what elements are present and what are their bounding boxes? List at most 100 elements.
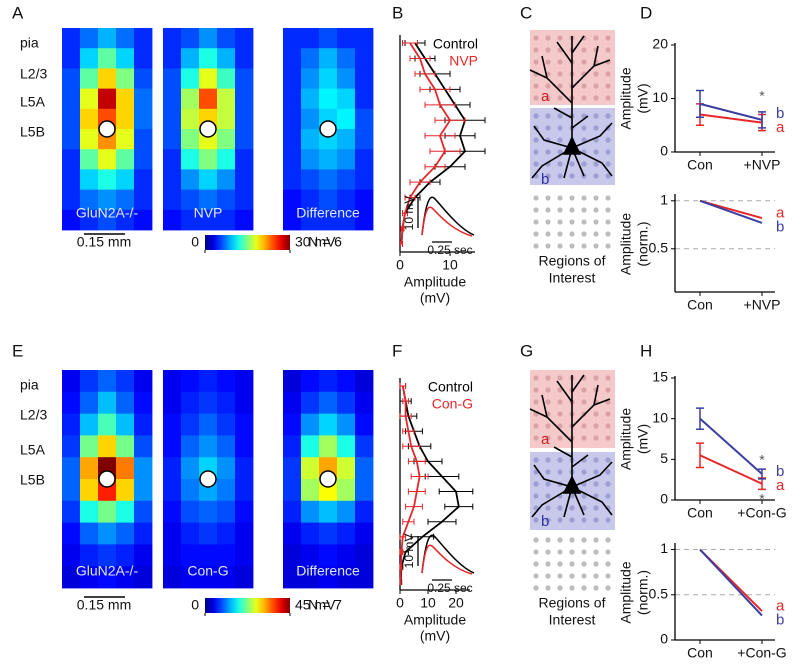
roi-dot bbox=[545, 481, 551, 487]
series-label: a bbox=[776, 597, 785, 614]
roi-dot bbox=[593, 173, 599, 179]
roi-dot bbox=[557, 399, 563, 405]
series-label: b bbox=[776, 611, 784, 628]
heatmap-cell bbox=[355, 88, 374, 110]
x-axis-label: (mV) bbox=[420, 628, 450, 644]
heatmap-cell bbox=[301, 522, 320, 545]
heatmap-cell bbox=[62, 129, 81, 150]
roi-dot bbox=[593, 35, 599, 41]
heatmap-cell bbox=[181, 28, 200, 49]
roi-dot bbox=[545, 585, 551, 591]
heatmap-cell bbox=[181, 169, 200, 190]
roi-dot bbox=[593, 195, 599, 201]
roi-dot bbox=[545, 457, 551, 463]
heatmap-cell bbox=[217, 435, 236, 458]
roi-dot bbox=[605, 173, 611, 179]
heatmap-cell bbox=[134, 457, 153, 480]
roi-dot bbox=[545, 219, 551, 225]
roi-dot bbox=[545, 505, 551, 511]
heatmap-cell bbox=[163, 88, 182, 110]
roi-dot bbox=[557, 537, 563, 543]
heatmap-cell bbox=[163, 149, 182, 170]
roi-dot bbox=[557, 469, 563, 475]
stimulus-marker bbox=[319, 470, 337, 488]
roi-dot bbox=[557, 375, 563, 381]
roi-dot bbox=[557, 411, 563, 417]
roi-dot bbox=[533, 219, 539, 225]
heatmap-cell bbox=[319, 149, 338, 170]
panel-letter: B bbox=[392, 3, 403, 22]
heatmap-cell bbox=[235, 435, 254, 458]
inset-scale-label: 0.25 sec bbox=[427, 581, 472, 595]
heatmap-cell bbox=[80, 413, 99, 436]
series-line bbox=[699, 454, 763, 485]
heatmap-cell bbox=[319, 413, 338, 436]
heatmap-cell bbox=[319, 28, 338, 49]
significance-mark: * bbox=[759, 452, 765, 468]
heatmap-cell bbox=[337, 457, 356, 480]
heatmap-cell bbox=[235, 48, 254, 69]
roi-dot bbox=[605, 481, 611, 487]
heatmap-cell bbox=[217, 413, 236, 436]
heatmap-cell bbox=[355, 457, 374, 480]
y-tick-label: 0 bbox=[660, 143, 668, 159]
legend-entry: Con-G bbox=[432, 396, 473, 412]
heatmap-cell bbox=[80, 169, 99, 190]
roi-dot bbox=[569, 549, 575, 555]
heatmap-cell bbox=[355, 370, 374, 393]
x-axis-label: (mV) bbox=[420, 290, 450, 306]
panel-letter: C bbox=[520, 3, 532, 22]
roi-dot bbox=[605, 149, 611, 155]
inset-scale-bar bbox=[417, 198, 452, 243]
heatmap-cell bbox=[62, 544, 81, 567]
heatmap-cell bbox=[62, 435, 81, 458]
heatmap-cell bbox=[134, 28, 153, 49]
roi-dot bbox=[533, 537, 539, 543]
heatmap-cell bbox=[163, 500, 182, 523]
heatmap-cell bbox=[283, 108, 302, 130]
heatmap-cell bbox=[301, 435, 320, 458]
heatmap-cell bbox=[134, 544, 153, 567]
heatmap-cell bbox=[98, 209, 117, 231]
sample-size: N = 6 bbox=[308, 234, 342, 250]
heatmap-cell bbox=[301, 500, 320, 523]
roi-dot bbox=[569, 231, 575, 237]
heatmap-cell bbox=[235, 413, 254, 436]
heatmap-cell bbox=[80, 28, 99, 49]
roi-dot bbox=[533, 83, 539, 89]
heatmap-cell bbox=[235, 500, 254, 523]
heatmap-cell bbox=[181, 108, 200, 130]
roi-dot bbox=[581, 207, 587, 213]
x-tick-label: 10 bbox=[420, 595, 436, 611]
roi-dot bbox=[545, 231, 551, 237]
roi-dot bbox=[593, 549, 599, 555]
y-tick-label: 0 bbox=[660, 491, 668, 507]
heatmap-cell bbox=[283, 149, 302, 170]
heatmap-cell bbox=[337, 370, 356, 393]
roi-dot bbox=[545, 435, 551, 441]
profile-line bbox=[399, 385, 421, 583]
heatmap-cell bbox=[337, 149, 356, 170]
roi-dot bbox=[533, 493, 539, 499]
roi-dot bbox=[545, 469, 551, 475]
heatmap-cell bbox=[199, 189, 218, 211]
heatmap-cell bbox=[181, 88, 200, 110]
heatmap-cell bbox=[301, 149, 320, 170]
x-tick-label: 0 bbox=[396, 595, 404, 611]
roi-dot bbox=[605, 47, 611, 53]
heatmap-cell bbox=[355, 169, 374, 190]
heatmap-cell bbox=[235, 108, 254, 130]
heatmap-cell bbox=[163, 209, 182, 231]
roi-dot bbox=[593, 113, 599, 119]
heatmap-cell bbox=[199, 169, 218, 190]
inset-scale-label: 10 mV bbox=[402, 196, 416, 231]
roi-dot bbox=[533, 137, 539, 143]
roi-dot bbox=[545, 195, 551, 201]
layer-label: L5A bbox=[20, 442, 46, 458]
heatmap-label: Difference bbox=[296, 563, 360, 579]
y-tick-label: 0.5 bbox=[649, 240, 669, 256]
roi-dot bbox=[557, 573, 563, 579]
roi-dot bbox=[605, 411, 611, 417]
roi-dot bbox=[533, 585, 539, 591]
